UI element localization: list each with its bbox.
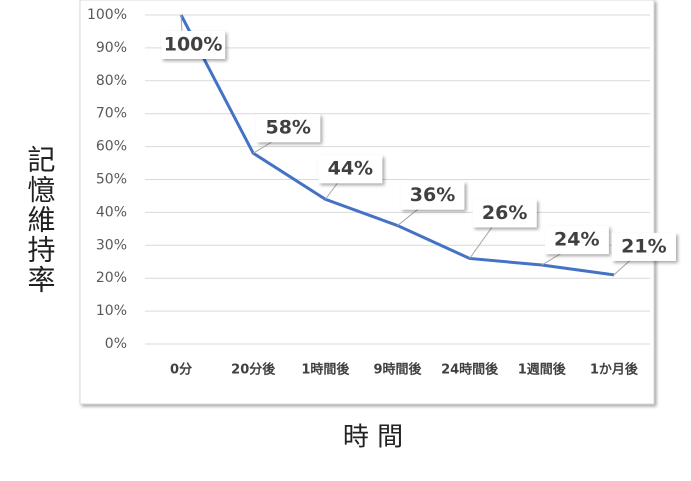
y-tick-label: 10% — [96, 303, 127, 319]
label-box — [544, 226, 609, 255]
x-tick-label: 0分 — [170, 362, 192, 378]
x-tick-label: 9時間後 — [373, 362, 422, 378]
x-tick-label: 1週間後 — [518, 362, 567, 378]
data-label: 26% — [472, 199, 537, 228]
x-tick-label: 24時間後 — [441, 362, 499, 378]
value-label: 58% — [265, 117, 310, 139]
value-label: 44% — [328, 158, 373, 180]
leader-line — [469, 223, 496, 259]
value-label: 21% — [621, 235, 666, 257]
y-tick-label: 70% — [96, 106, 127, 122]
label-box — [161, 31, 226, 59]
y-tick-label: 60% — [96, 139, 127, 155]
data-label: 36% — [400, 181, 465, 210]
y-tick-label: 90% — [96, 40, 127, 56]
label-box — [400, 181, 465, 210]
value-label: 36% — [410, 184, 455, 206]
x-axis-title: 時 間 — [343, 423, 403, 453]
value-label: 24% — [554, 229, 599, 251]
label-box — [318, 155, 383, 184]
chart-area — [79, 0, 655, 405]
data-label: 44% — [318, 155, 383, 184]
label-box — [256, 114, 321, 143]
data-label: 21% — [611, 232, 676, 261]
x-tick-label: 1時間後 — [301, 362, 350, 378]
data-label: 58% — [256, 114, 321, 143]
label-box — [472, 199, 537, 228]
y-axis-title: 記憶維持率 — [24, 145, 57, 295]
y-tick-label: 40% — [96, 204, 127, 220]
label-box — [611, 232, 676, 261]
value-label: 100% — [164, 34, 223, 56]
x-tick-label: 20分後 — [231, 362, 276, 378]
y-tick-label: 80% — [96, 73, 127, 89]
y-tick-label: 20% — [96, 270, 127, 286]
y-tick-label: 30% — [96, 237, 127, 253]
y-tick-label: 50% — [96, 172, 127, 188]
data-label: 24% — [544, 226, 609, 255]
data-label: 100% — [161, 31, 226, 59]
value-label: 26% — [482, 202, 527, 224]
y-tick-label: 100% — [87, 7, 127, 23]
y-tick-label: 0% — [105, 336, 127, 352]
x-tick-label: 1か月後 — [590, 362, 639, 378]
